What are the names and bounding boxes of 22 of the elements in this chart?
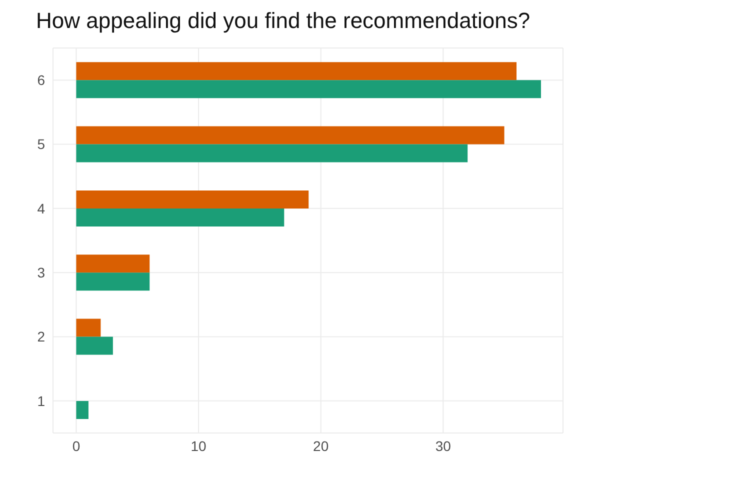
x-tick-label: 0 bbox=[72, 438, 80, 454]
x-tick-label: 20 bbox=[313, 438, 329, 454]
bar bbox=[76, 318, 101, 337]
bar bbox=[76, 254, 150, 273]
y-tick-label: 1 bbox=[37, 392, 46, 409]
bar bbox=[76, 272, 150, 291]
y-tick-label: 5 bbox=[37, 136, 46, 152]
y-tick-label: 4 bbox=[37, 200, 46, 216]
chart-title: How appealing did you find the recommendations? bbox=[35, 8, 532, 35]
bar bbox=[76, 80, 541, 98]
x-tick-label: 10 bbox=[190, 438, 207, 454]
bar bbox=[76, 336, 113, 355]
y-tick-label: 3 bbox=[37, 264, 46, 281]
bar bbox=[76, 190, 309, 208]
bar bbox=[76, 208, 284, 226]
bar bbox=[76, 62, 517, 80]
bar bbox=[76, 400, 88, 419]
bar bbox=[76, 144, 468, 162]
y-tick-label: 6 bbox=[37, 72, 46, 88]
bar bbox=[76, 126, 504, 144]
x-tick-label: 30 bbox=[435, 438, 452, 454]
y-tick-label: 2 bbox=[37, 328, 46, 345]
